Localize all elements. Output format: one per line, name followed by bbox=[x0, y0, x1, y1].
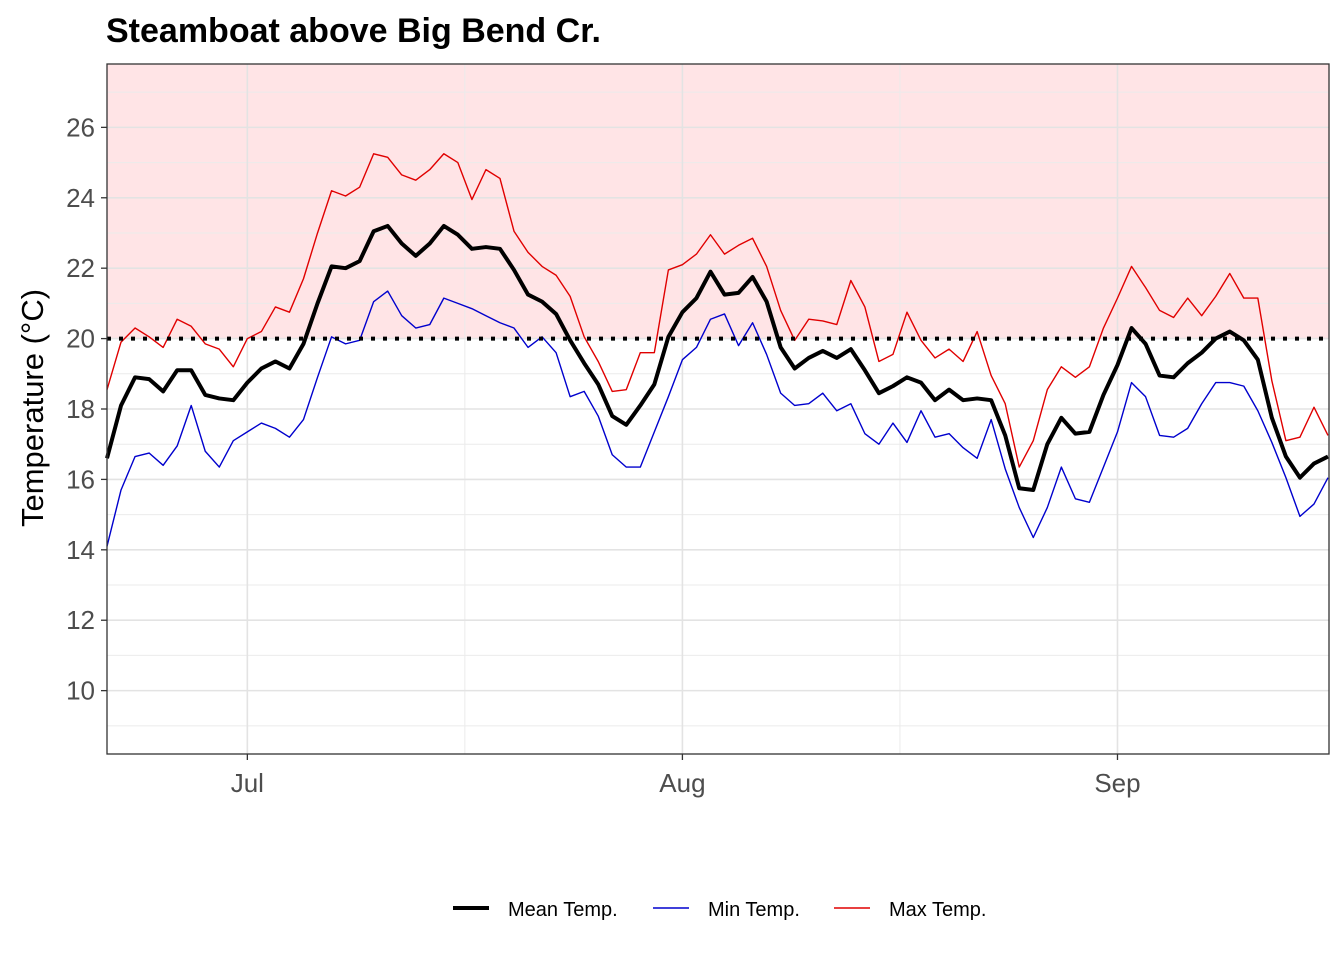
x-axis: Jul Aug Sep bbox=[231, 754, 1141, 798]
y-tick-label: 10 bbox=[66, 676, 95, 706]
y-tick-label: 14 bbox=[66, 535, 95, 565]
y-axis-title: Temperature (°C) bbox=[15, 289, 50, 527]
series-line-min bbox=[106, 290, 1329, 547]
major-gridlines bbox=[107, 64, 1329, 754]
x-tick-label: Aug bbox=[659, 768, 705, 798]
y-tick-label: 22 bbox=[66, 253, 95, 283]
y-tick-label: 12 bbox=[66, 605, 95, 635]
above-threshold-shade bbox=[107, 64, 1329, 339]
y-tick-label: 18 bbox=[66, 394, 95, 424]
legend-label-max: Max Temp. bbox=[889, 899, 986, 921]
series-line-mean bbox=[105, 223, 1329, 492]
y-axis: 10 12 14 16 18 20 22 24 26 bbox=[66, 112, 107, 706]
y-tick-label: 20 bbox=[66, 324, 95, 354]
y-tick-label: 16 bbox=[66, 464, 95, 494]
y-tick-label: 24 bbox=[66, 183, 95, 213]
x-tick-label: Sep bbox=[1094, 768, 1140, 798]
legend: Mean Temp. Min Temp. Max Temp. bbox=[453, 899, 986, 921]
y-tick-label: 26 bbox=[66, 112, 95, 142]
chart-title: Steamboat above Big Bend Cr. bbox=[106, 12, 601, 50]
series-line-max bbox=[106, 153, 1329, 468]
legend-label-mean: Mean Temp. bbox=[508, 899, 618, 921]
x-tick-label: Jul bbox=[231, 768, 264, 798]
series-lines bbox=[105, 153, 1329, 547]
legend-label-min: Min Temp. bbox=[708, 899, 800, 921]
